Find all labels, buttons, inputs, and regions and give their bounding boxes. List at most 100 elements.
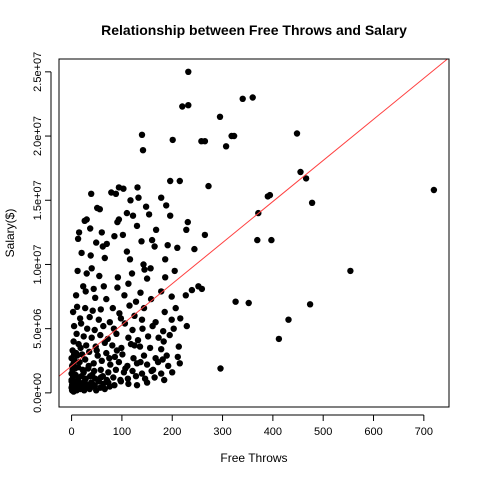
data-point-71 [114,274,122,281]
data-point-252 [101,385,109,393]
data-point-271 [149,366,157,373]
data-point-70 [96,272,103,280]
data-point-130 [160,328,167,335]
data-point-156 [275,335,283,343]
plot-area-border [58,58,450,408]
data-point-21 [176,177,183,185]
data-point-144 [70,338,77,345]
x-axis-label: Free Throws [220,451,287,465]
data-point-96 [245,299,252,307]
data-point-127 [129,326,136,334]
data-point-190 [97,366,105,373]
data-point-273 [115,216,123,223]
data-point-261 [80,369,87,376]
data-point-83 [188,286,196,294]
chart-title: Relationship between Free Throws and Sal… [101,22,407,38]
x-tick-label-4: 400 [264,426,282,438]
data-point-163 [111,353,119,361]
data-point-104 [126,302,133,309]
data-point-68 [74,267,81,275]
data-point-97 [306,301,314,308]
data-point-282 [191,245,198,253]
data-point-38 [145,211,153,218]
data-point-183 [176,360,183,367]
data-point-89 [103,295,110,303]
data-point-107 [172,304,179,312]
data-point-2 [239,95,246,103]
data-point-36 [83,216,90,223]
data-point-66 [162,256,169,263]
data-point-278 [99,243,107,250]
data-point-59 [138,238,145,245]
data-point-115 [138,316,146,323]
data-point-93 [168,293,175,300]
data-point-92 [147,295,155,303]
x-tick-label-0: 0 [69,426,75,438]
data-point-126 [121,320,129,327]
data-point-139 [125,334,132,341]
data-point-136 [97,331,104,339]
data-point-53 [111,233,118,240]
y-tick-label-5: 2.5e+07 [32,52,44,92]
data-point-259 [73,352,81,359]
data-point-112 [106,319,114,326]
data-point-140 [134,337,142,344]
data-point-22 [205,182,212,190]
data-point-129 [149,322,156,330]
data-point-119 [285,316,292,323]
y-tick-label-4: 2.0e+07 [32,116,44,156]
data-point-106 [161,308,168,316]
data-point-100 [89,307,96,314]
data-point-30 [142,203,150,210]
data-point-29 [308,199,316,206]
data-point-78 [100,283,108,290]
data-point-274 [112,190,120,197]
data-point-94 [182,292,189,299]
data-point-65 [147,265,154,272]
data-point-39 [184,218,191,226]
data-point-105 [140,304,148,312]
data-point-133 [73,330,80,337]
data-point-17 [430,186,438,194]
data-point-45 [183,226,190,233]
data-point-169 [174,353,181,361]
regression-layer [58,58,448,377]
data-point-124 [100,322,107,330]
data-point-43 [119,231,127,239]
data-point-57 [164,242,171,249]
data-point-122 [84,325,91,332]
data-point-131 [170,325,177,332]
data-point-255 [68,382,76,389]
y-tick-label-1: 5.0e+06 [32,309,44,349]
data-point-15 [297,168,304,176]
data-point-108 [69,308,77,316]
data-point-176 [107,361,114,368]
data-point-132 [183,322,190,330]
data-point-152 [136,343,144,350]
data-point-41 [87,225,94,232]
data-point-86 [72,292,80,299]
data-point-10 [139,147,147,154]
data-point-254 [68,376,75,384]
data-point-212 [124,375,132,382]
data-point-20 [167,177,174,185]
data-point-14 [222,143,230,150]
data-point-74 [162,274,169,281]
data-point-4 [185,102,192,109]
data-point-233 [125,380,132,388]
data-point-266 [106,355,113,362]
data-point-118 [177,315,184,322]
data-point-28 [266,191,274,199]
data-point-54 [123,248,131,255]
data-point-34 [129,212,137,219]
data-point-216 [161,376,168,384]
data-point-192 [112,366,120,373]
data-point-19 [134,184,141,191]
data-point-50 [74,235,82,242]
data-point-61 [87,252,94,259]
data-point-9 [293,130,301,137]
y-tick-label-0: 0.0e+00 [32,373,44,413]
data-point-8 [230,132,238,140]
data-point-195 [138,370,146,377]
